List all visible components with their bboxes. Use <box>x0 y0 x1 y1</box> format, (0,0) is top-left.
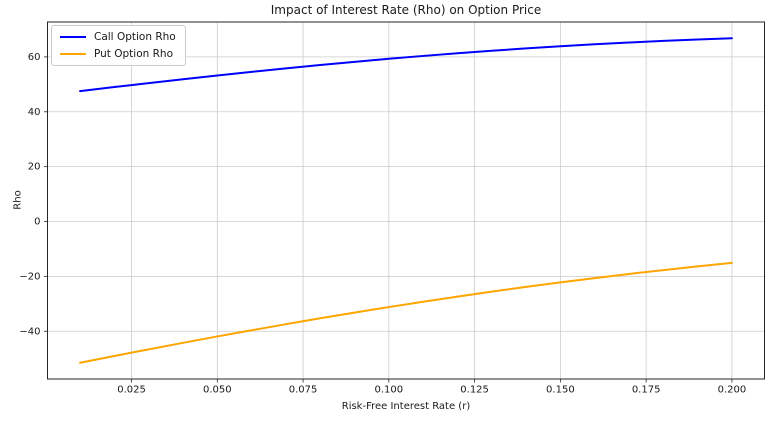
y-axis-label: Rho <box>12 190 24 210</box>
legend-item-put-option-rho: Put Option Rho <box>60 48 176 60</box>
plot-border <box>47 21 765 380</box>
x-tick-label: 0.025 <box>117 384 146 395</box>
x-tick-label: 0.150 <box>546 384 575 395</box>
y-tick-label: −40 <box>19 326 40 337</box>
chart-title: Impact of Interest Rate (Rho) on Option … <box>270 3 542 17</box>
x-tick-label: 0.175 <box>632 384 661 395</box>
x-tick-label: 0.075 <box>289 384 318 395</box>
x-axis-label: Risk-Free Interest Rate (r) <box>341 401 471 412</box>
x-tick-label: 0.100 <box>375 384 404 395</box>
series-line-put <box>79 261 733 364</box>
y-tick-label: 40 <box>28 107 41 118</box>
y-tick-label: 60 <box>28 52 41 63</box>
y-tick-label: 0 <box>34 217 40 228</box>
legend-label-call: Call Option Rho <box>94 31 176 43</box>
y-tick-label: 20 <box>28 162 41 173</box>
y-tick-label: −20 <box>19 271 40 282</box>
x-tick-label: 0.200 <box>718 384 747 395</box>
call-line-swatch-icon <box>60 36 86 38</box>
series-line-call <box>79 37 733 93</box>
legend-label-put: Put Option Rho <box>94 48 174 60</box>
put-line-swatch-icon <box>60 53 86 55</box>
legend-item-call-option-rho: Call Option Rho <box>60 31 176 43</box>
x-tick-label: 0.125 <box>460 384 489 395</box>
x-tick-label: 0.050 <box>203 384 232 395</box>
legend: Call Option Rho Put Option Rho <box>51 25 186 66</box>
